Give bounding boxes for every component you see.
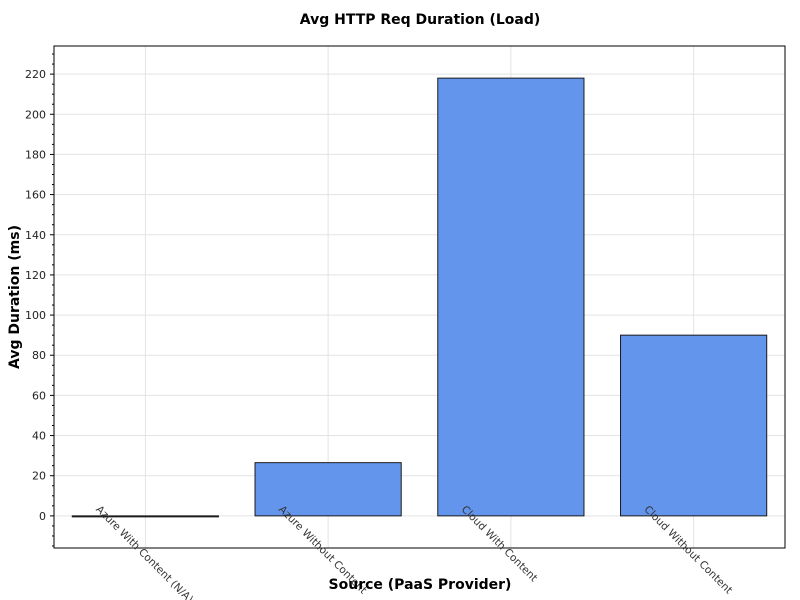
y-tick-label: 120	[25, 269, 46, 282]
y-axis-label: Avg Duration (ms)	[7, 225, 23, 369]
y-tick-label: 200	[25, 108, 46, 121]
bar	[71, 515, 219, 518]
plot-frame	[53, 45, 786, 549]
y-tick-label: 20	[32, 470, 46, 483]
y-tick-label: 60	[32, 389, 46, 402]
y-tick-label: 160	[25, 189, 46, 202]
y-tick-label: 220	[25, 68, 46, 81]
y-tick-label: 180	[25, 148, 46, 161]
x-axis-label: Source (PaaS Provider)	[329, 577, 512, 593]
y-tick-label: 40	[32, 430, 46, 443]
y-axis-ticks: 0 20 40 60 80 100 120 140 160 180 200 220	[25, 53, 54, 547]
bar	[254, 462, 402, 517]
x-tick-label: Azure With Content (N/A)	[93, 504, 195, 600]
y-tick-label: 100	[25, 309, 46, 322]
chart-title: Avg HTTP Req Duration (Load)	[300, 12, 541, 28]
bars	[71, 77, 768, 518]
y-tick-label: 80	[32, 349, 46, 362]
y-tick-label: 0	[39, 510, 46, 523]
x-tick-label: Cloud Without Content	[642, 504, 735, 597]
bar	[437, 77, 585, 517]
y-tick-label: 140	[25, 229, 46, 242]
bar	[620, 334, 768, 517]
